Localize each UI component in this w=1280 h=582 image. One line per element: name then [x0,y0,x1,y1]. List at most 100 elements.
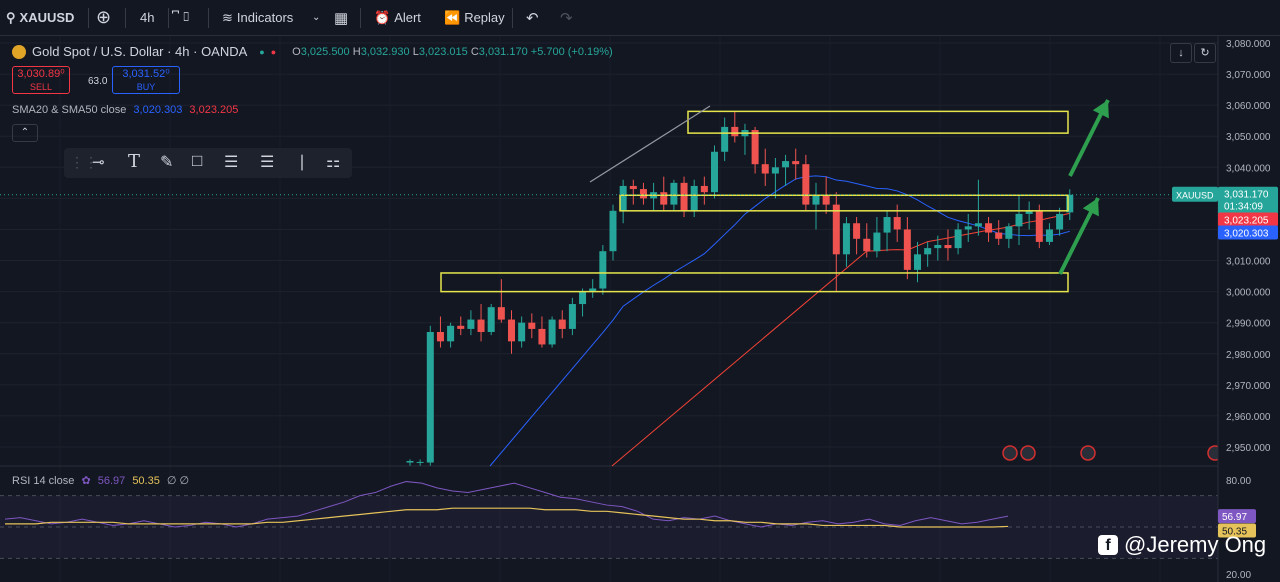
redo-icon[interactable]: ↷ [560,9,573,27]
line-tool-icon[interactable]: ⊸ [92,154,105,171]
candle-body [964,226,972,230]
candle-body [1015,213,1023,227]
candle-body [1045,229,1053,242]
candle [660,176,668,211]
candle [1045,223,1053,245]
brush-tool-icon[interactable]: ✎ [160,154,174,171]
rectangle-tool-icon[interactable]: □ [192,151,203,170]
price-tick-label: 3,050.000 [1226,132,1271,143]
symbol-search-button[interactable]: ⚲ XAUUSD [6,0,86,35]
alert-button[interactable]: ⏰ Alert [374,0,421,35]
candle-body [477,319,485,333]
watermark-text: @Jeremy Ong [1124,532,1267,557]
buy-label: BUY [136,82,156,92]
candle [700,176,708,205]
candle [974,179,982,236]
zone-rectangle [687,110,1069,134]
layout-grid-icon[interactable]: ▦ [334,9,349,27]
candle-body [883,217,891,233]
indicators-label: Indicators [236,10,294,25]
candle-body [568,304,576,329]
candle-body [934,245,942,249]
undo-icon[interactable]: ↶ [526,9,539,27]
symbol-title[interactable]: Gold Spot / U.S. Dollar · 4h · OANDA [32,44,248,59]
sell-button[interactable]: 3,030.89⁰ SELL [12,66,70,94]
drag-handle-icon[interactable]: ⋮⋮ [70,154,98,170]
candle-body [599,251,607,289]
settings-lines-icon[interactable]: ☰ [224,154,239,171]
add-symbol-icon[interactable]: ⊕ [96,7,112,27]
watermark: f @Jeremy Ong [1098,532,1266,558]
spread-value: 63.0 [88,76,108,87]
replay-button[interactable]: ⏪ Replay [444,0,505,35]
candle-body [863,238,871,252]
rsi-ma-value: 50.35 [132,475,160,487]
candle-body [558,319,566,329]
indicators-button[interactable]: ≋ Indicators [222,0,293,35]
style-lines-icon[interactable]: ☰ [260,154,275,171]
candle-body [416,461,424,463]
sma50-line [611,212,1070,467]
candle [629,179,637,205]
sma50-tag: 3,023.205 [1224,216,1269,227]
candle [1066,189,1074,221]
sma-legend[interactable]: SMA20 & SMA50 close 3,020.303 3,023.205 [12,104,238,116]
candle-body [782,161,790,168]
chevron-down-icon[interactable]: ⌄ [312,12,321,23]
candle [731,111,739,143]
us-flag-event-icon [1080,445,1096,461]
candle-body [802,164,810,205]
buy-button[interactable]: 3,031.52⁰ BUY [112,66,180,94]
rsi-tag: 56.97 [1222,512,1247,523]
candle-body [518,322,526,342]
candle-body [680,182,688,211]
candle [579,288,587,317]
price-tick-label: 3,080.000 [1226,39,1271,50]
price-tick-label: 2,980.000 [1226,350,1271,361]
sma20-lead [489,332,604,467]
sell-price: 3,030.89⁰ [17,68,65,80]
candle-body [700,185,708,193]
candle [1005,223,1013,249]
candle-body [528,322,536,329]
download-icon[interactable]: ↓ [1170,43,1192,63]
symbol-tag: XAUUSD [1176,191,1214,201]
candle-body [1035,210,1043,242]
zone-rectangle [619,194,1069,212]
candle-body [436,332,444,342]
sma20-tag: 3,020.303 [1224,229,1269,240]
candle-body [487,307,495,333]
fullscreen-icon[interactable]: ↻ [1194,43,1216,63]
candle [812,182,820,230]
paint-bucket-icon[interactable]: ⚏ [326,154,341,171]
candle [477,304,485,342]
candles-icon[interactable]: ⃩▯ [180,9,193,26]
candle-body [995,232,1003,239]
candle-body [914,254,921,270]
rsi-legend[interactable]: RSI 14 close ✿ 56.97 50.35 ∅ ∅ [12,474,189,487]
candle-body [660,192,668,205]
collapse-legend-button[interactable]: ⌃ [12,124,38,142]
text-tool-icon[interactable]: T [128,151,141,172]
price-tick-label: 3,060.000 [1226,101,1271,112]
candle [832,192,840,292]
rsi-line [4,481,1009,528]
us-flag-event-icon [1020,445,1036,461]
sma20-tag-bg [1218,225,1278,240]
candle-body [548,319,556,345]
candle-body [711,151,718,193]
symbol-tag-bg [1172,186,1218,202]
current-price-tag: 3,031.170 [1224,190,1269,201]
candle-body [579,291,587,305]
price-tick-label: 3,070.000 [1226,70,1271,81]
candle [802,154,810,211]
price-axis: 3,080.000 3,070.000 3,060.000 3,050.000 3,04… [1172,36,1280,582]
candle [782,154,790,186]
chart-legend: Gold Spot / U.S. Dollar · 4h · OANDA ● ●… [12,44,613,59]
candle-body [1056,213,1064,230]
interval-button[interactable]: 4h [140,10,155,25]
candle-body [497,307,505,320]
vertical-line-icon[interactable]: ∣ [298,154,306,171]
candle [1056,207,1064,236]
